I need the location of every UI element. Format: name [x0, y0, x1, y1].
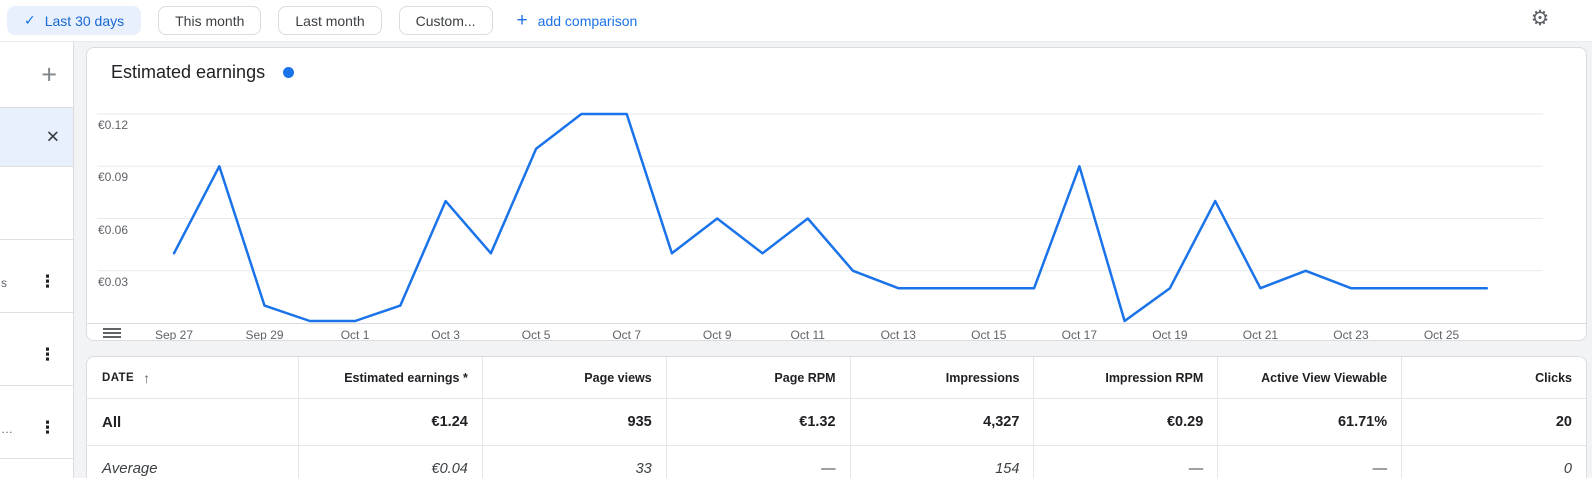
column-header-estimated-earnings[interactable]: Estimated earnings *: [299, 357, 483, 398]
column-header-page-views[interactable]: Page views: [483, 357, 667, 398]
column-header-label: DATE: [102, 371, 135, 384]
row-label: Average: [87, 446, 299, 478]
toolbar: ✓ Last 30 days This month Last month Custom.…: [0, 0, 1592, 42]
date-range-chip-last-30-days[interactable]: ✓ Last 30 days: [7, 6, 142, 35]
column-header-date[interactable]: DATE ↑: [87, 357, 299, 398]
x-axis-label: Oct 5: [521, 328, 551, 341]
y-axis-label: €0.03: [98, 274, 129, 289]
cell-value: 61.71%: [1218, 399, 1403, 445]
table-row-average: Average €0.04 33—154— —0: [87, 446, 1586, 478]
column-header-label: Clicks: [1535, 370, 1572, 385]
add-comparison-label: add comparison: [537, 12, 638, 29]
sidebar-close-button[interactable]: ✕: [0, 108, 73, 167]
date-range-chip-this-month[interactable]: This month: [158, 6, 262, 35]
column-header-label: Page views: [584, 370, 652, 385]
chip-label: This month: [175, 12, 245, 29]
report-label-fragment: …: [1, 422, 13, 436]
report-table-card: DATE ↑ Estimated earnings * Page views Page …: [86, 356, 1587, 478]
cell-value: 935: [483, 399, 667, 445]
cell-value: 4,327: [851, 399, 1035, 445]
cell-value: —: [667, 446, 851, 478]
x-axis-label: Oct 19: [1152, 328, 1188, 341]
column-header-label: Page RPM: [774, 370, 836, 385]
plus-icon[interactable]: +: [41, 59, 57, 89]
cell-value: 0: [1563, 460, 1572, 477]
cell-value: €1.32: [667, 399, 851, 445]
sidebar-add-report-button[interactable]: +: [0, 42, 73, 108]
x-axis-label: Oct 9: [702, 328, 732, 341]
settings-button[interactable]: ⚙: [1524, 3, 1556, 35]
table-row-all: All €1.24 935 €1.32 4,327 €0.29 61.71% 20: [87, 399, 1586, 446]
column-header-clicks[interactable]: Clicks: [1402, 357, 1586, 398]
plus-icon: +: [516, 10, 528, 31]
earnings-series-line: [172, 112, 1489, 323]
cell-value: 154: [851, 446, 1035, 478]
sort-ascending-icon: ↑: [143, 369, 151, 386]
y-axis-label: €0.06: [98, 222, 129, 237]
column-header-label: Impression RPM: [1105, 370, 1204, 385]
column-header-label: Impressions: [945, 370, 1020, 385]
add-comparison-button[interactable]: + add comparison: [517, 11, 638, 30]
chip-label: Custom...: [415, 12, 476, 29]
check-icon: ✓: [24, 12, 36, 28]
x-axis-label: Oct 23: [1333, 328, 1369, 341]
series-legend-dot: [283, 67, 295, 78]
gear-icon: ⚙: [1530, 7, 1550, 30]
chart-table-toggle-icon[interactable]: [103, 328, 123, 340]
cell-value: €1.24: [299, 399, 483, 445]
reports-sidebar: + ✕ s ⋮ ⋮… ⋮: [0, 42, 74, 478]
earnings-chart-card: Estimated earnings €0.12 €0.09 €0.06 €0.03 …: [86, 47, 1587, 341]
kebab-menu-icon[interactable]: ⋮: [39, 345, 56, 364]
column-header-impressions[interactable]: Impressions: [851, 357, 1035, 398]
x-axis-label: Oct 1: [340, 328, 370, 341]
cell-value: —: [1034, 446, 1219, 478]
close-icon[interactable]: ✕: [45, 127, 60, 147]
column-header-label: Active View Viewable: [1261, 370, 1388, 385]
date-range-chip-custom[interactable]: Custom...: [398, 6, 493, 35]
sidebar-row: [0, 167, 73, 240]
x-axis-label: Oct 25: [1423, 328, 1460, 341]
x-axis-label: Sep 29: [245, 328, 284, 341]
kebab-menu-icon[interactable]: ⋮: [39, 272, 56, 291]
x-axis-label: Oct 7: [612, 328, 642, 341]
line-chart[interactable]: [87, 48, 1587, 341]
sidebar-report-item[interactable]: … ⋮: [0, 386, 73, 459]
column-header-label: Estimated earnings *: [344, 370, 468, 385]
x-axis-label: Sep 27: [154, 328, 194, 341]
x-axis-label: Oct 15: [971, 328, 1007, 341]
sidebar-report-item[interactable]: ⋮: [0, 313, 73, 386]
sidebar-report-item[interactable]: s ⋮: [0, 240, 73, 313]
x-axis-label: Oct 13: [880, 328, 916, 341]
chip-label: Last month: [295, 12, 365, 29]
date-range-chips: ✓ Last 30 days This month Last month Custom.…: [7, 6, 493, 35]
report-label-fragment: s: [1, 276, 7, 290]
x-axis-label: Oct 17: [1061, 328, 1098, 341]
column-header-impression-rpm[interactable]: Impression RPM: [1034, 357, 1219, 398]
cell-value: 20: [1555, 414, 1572, 430]
column-header-page-rpm[interactable]: Page RPM: [667, 357, 851, 398]
sidebar-row: [0, 459, 73, 478]
table-header-row: DATE ↑ Estimated earnings * Page views Page …: [87, 357, 1586, 399]
row-label: All: [87, 399, 299, 445]
date-range-chip-last-month[interactable]: Last month: [278, 6, 382, 35]
cell-value: 33: [483, 446, 667, 478]
x-axis-label: Oct 3: [431, 328, 460, 341]
x-axis-strip: Sep 27 Sep 29 Oct 1 Oct 3 Oct 5 Oct 7 Oct 9 Oct…: [87, 323, 1586, 341]
cell-value: €0.29: [1034, 399, 1219, 445]
cell-value: €0.04: [299, 446, 483, 478]
y-axis-label: €0.12: [98, 118, 129, 132]
y-axis-label: €0.09: [98, 170, 129, 185]
cell-value: —: [1218, 446, 1403, 478]
kebab-menu-icon[interactable]: ⋮: [39, 418, 56, 437]
x-axis-label: Oct 11: [790, 328, 825, 341]
chip-label: Last 30 days: [44, 12, 125, 29]
chart-title: Estimated earnings: [111, 62, 266, 82]
x-axis-label: Oct 21: [1242, 328, 1279, 341]
column-header-active-view-viewable[interactable]: Active View Viewable: [1218, 357, 1403, 398]
